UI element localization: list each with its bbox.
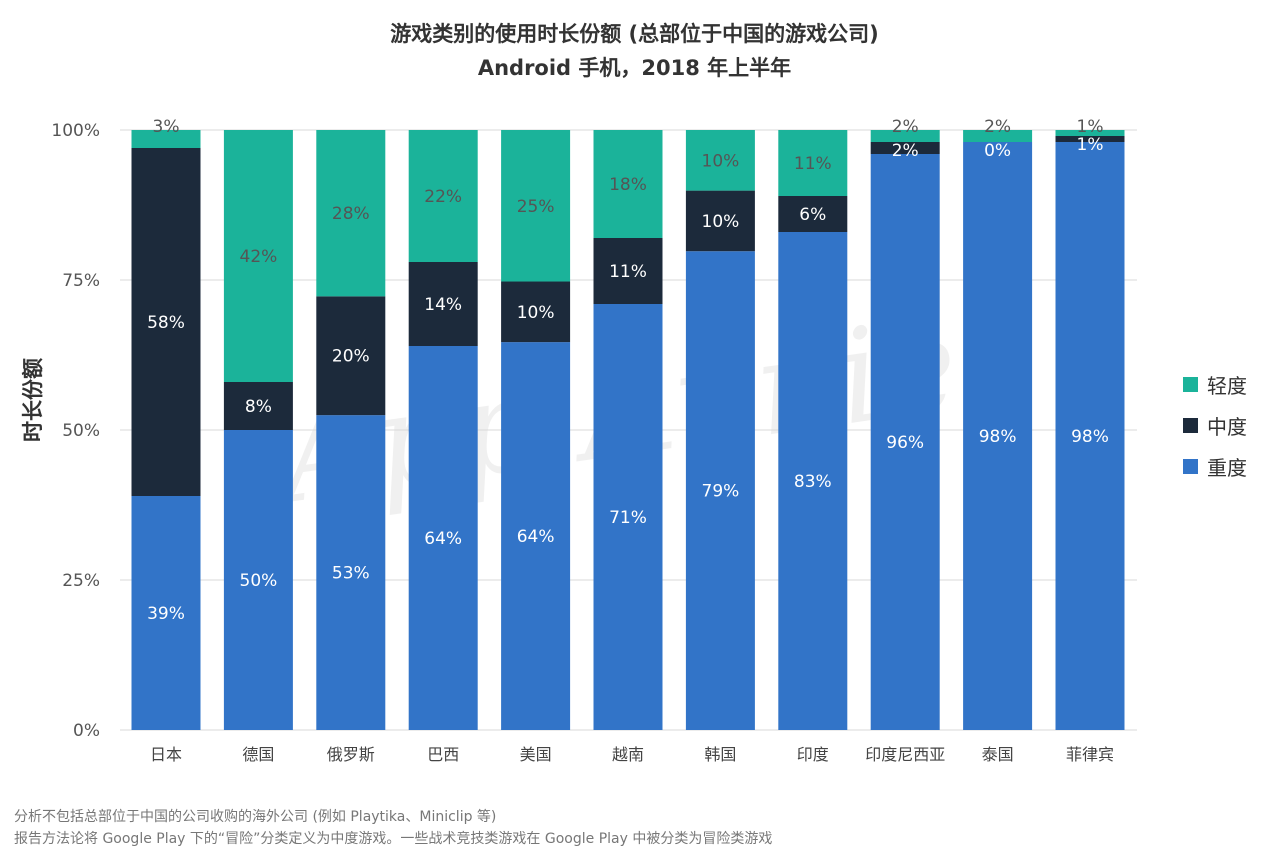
bar-segment — [685, 130, 755, 191]
x-tick-label: 巴西 — [427, 745, 459, 764]
data-label: 58% — [147, 313, 185, 333]
bar-segment — [131, 148, 201, 496]
x-tick-label: 韩国 — [704, 745, 736, 764]
bar-segment — [963, 142, 1033, 730]
data-label: 50% — [240, 571, 278, 591]
bar-segment — [1055, 142, 1125, 730]
data-label: 64% — [424, 529, 462, 549]
bar-segment — [778, 232, 848, 730]
legend-swatch — [1183, 459, 1198, 474]
data-label: 83% — [794, 472, 832, 492]
bar-segment — [408, 130, 478, 262]
data-label: 1% — [1077, 135, 1104, 155]
legend-item: 轻度 — [1183, 370, 1247, 399]
bar-segment — [501, 342, 571, 730]
y-axis-label: 时长份额 — [21, 358, 45, 442]
footnote-2: 报告方法论将 Google Play 下的“冒险”分类定义为中度游戏。一些战术竞… — [14, 831, 773, 847]
bar-segment — [131, 130, 201, 148]
data-label: 1% — [1077, 117, 1104, 137]
y-tick-label: 25% — [62, 571, 100, 591]
data-label: 6% — [799, 205, 826, 225]
data-label: 79% — [702, 482, 740, 502]
data-label: 3% — [153, 117, 180, 137]
bar-segment — [501, 281, 571, 343]
x-tick-label: 俄罗斯 — [327, 745, 375, 764]
data-label: 18% — [609, 175, 647, 195]
bar-segment — [685, 190, 755, 252]
x-tick-label: 越南 — [612, 745, 644, 764]
data-label: 64% — [517, 527, 555, 547]
x-tick-label: 德国 — [242, 745, 274, 764]
legend-label: 中度 — [1207, 415, 1247, 439]
legend-label: 轻度 — [1207, 374, 1247, 398]
x-tick-label: 印度尼西亚 — [865, 745, 945, 764]
x-tick-label: 日本 — [150, 745, 182, 764]
bar-segment — [870, 142, 940, 154]
bar-segment — [223, 382, 293, 430]
data-label: 11% — [794, 154, 832, 174]
x-tick-label: 美国 — [520, 745, 552, 764]
data-label: 0% — [984, 141, 1011, 161]
data-label: 71% — [609, 508, 647, 528]
bar-segment — [593, 130, 663, 238]
data-label: 2% — [984, 117, 1011, 137]
bar-segment — [408, 346, 478, 730]
data-label: 22% — [424, 187, 462, 207]
legend-item: 中度 — [1183, 411, 1247, 440]
y-tick-label: 50% — [62, 421, 100, 441]
chart-title: 游戏类别的使用时长份额 (总部位于中国的游戏公司) — [390, 22, 879, 46]
bar-segment — [223, 130, 293, 382]
bar-segment — [593, 304, 663, 730]
data-label: 25% — [517, 197, 555, 217]
y-tick-label: 100% — [51, 121, 100, 141]
bar-segment — [501, 130, 571, 282]
bar-segment — [963, 130, 1033, 142]
bar-segment — [1055, 136, 1125, 142]
bar-segment — [223, 430, 293, 730]
data-label: 98% — [1071, 427, 1109, 447]
data-label: 98% — [979, 427, 1017, 447]
bar-segment — [778, 196, 848, 232]
bar-segment — [316, 415, 386, 730]
bar-segment — [316, 296, 386, 416]
data-label: 28% — [332, 204, 370, 224]
bar-segment — [870, 154, 940, 730]
data-label: 2% — [892, 117, 919, 137]
data-label: 39% — [147, 604, 185, 624]
legend-swatch — [1183, 377, 1198, 392]
data-label: 10% — [702, 151, 740, 171]
x-tick-label: 印度 — [797, 745, 829, 764]
bar-segment — [593, 238, 663, 304]
x-tick-label: 泰国 — [982, 745, 1014, 764]
data-label: 14% — [424, 295, 462, 315]
chart-subtitle: Android 手机，2018 年上半年 — [477, 56, 792, 80]
legend-label: 重度 — [1207, 456, 1247, 480]
data-label: 10% — [702, 212, 740, 232]
bar-segment — [316, 130, 386, 297]
data-label: 11% — [609, 262, 647, 282]
y-tick-label: 75% — [62, 271, 100, 291]
footnote-1: 分析不包括总部位于中国的公司收购的海外公司 (例如 Playtika、Minic… — [14, 809, 497, 825]
data-label: 53% — [332, 564, 370, 584]
bar-segment — [870, 130, 940, 142]
data-label: 2% — [892, 141, 919, 161]
bar-segment — [408, 262, 478, 346]
data-label: 10% — [517, 303, 555, 323]
data-label: 20% — [332, 347, 370, 367]
stacked-bar-chart: App Annie0%25%50%75%100%时长份额39%58%3%日本50… — [21, 117, 1137, 764]
data-label: 8% — [245, 397, 272, 417]
legend-item: 重度 — [1183, 452, 1247, 481]
data-label: 96% — [886, 433, 924, 453]
bar-segment — [131, 496, 201, 730]
legend-swatch — [1183, 418, 1198, 433]
bar-segment — [778, 130, 848, 196]
bar-segment — [1055, 130, 1125, 136]
data-label: 42% — [240, 247, 278, 267]
bar-segment — [685, 251, 755, 730]
y-tick-label: 0% — [73, 721, 100, 741]
x-tick-label: 菲律宾 — [1066, 745, 1114, 764]
